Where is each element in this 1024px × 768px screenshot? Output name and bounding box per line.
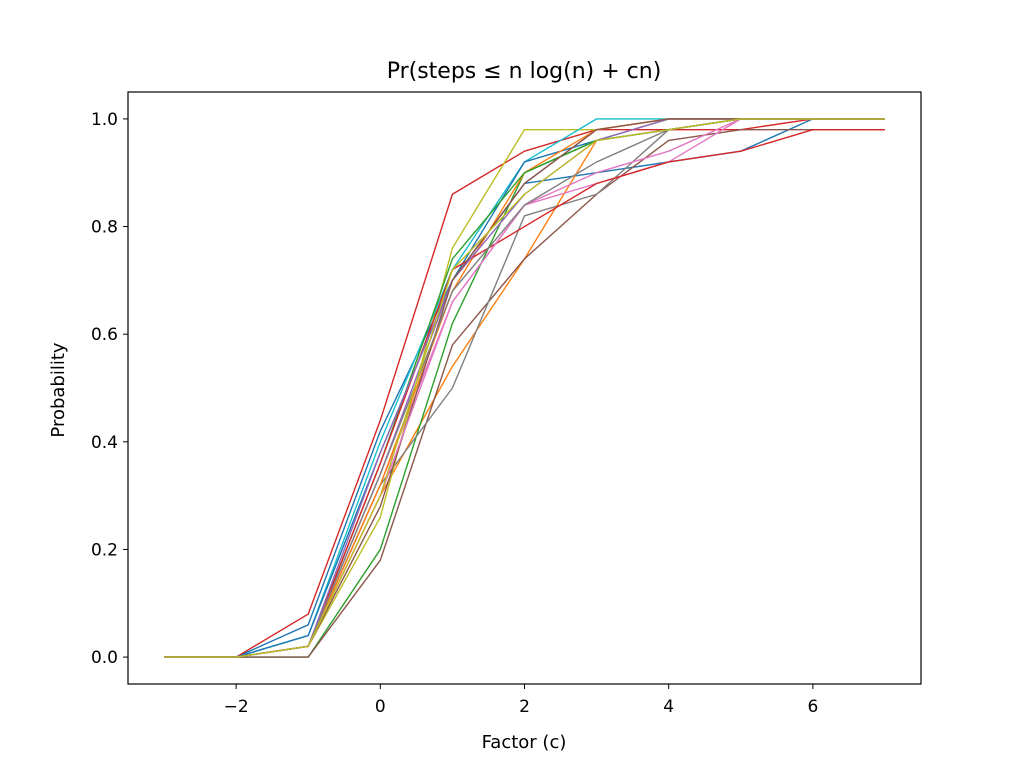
series-line-15 [164,118,885,658]
series-line-8 [164,118,885,658]
series-line-7 [164,118,885,658]
series-line-3 [164,118,885,658]
series-line-18 [164,118,885,658]
x-axis: −2 0 2 4 6 [224,684,818,717]
y-tick-label: 0.8 [91,218,118,238]
series-line-12 [164,118,885,658]
series-line-4 [164,118,885,658]
plot-frame [127,91,922,685]
x-tick-label: 6 [807,697,818,717]
y-axis-label: Probability [48,342,69,437]
series-line-17 [164,118,885,658]
series-line-13 [164,118,885,658]
x-tick-label: 4 [663,697,674,717]
series-line-1 [164,118,885,658]
series-line-2 [164,118,885,658]
series-line-9 [164,118,885,658]
x-tick-label: −2 [224,697,249,717]
series-line-14 [164,128,885,658]
y-tick-label: 0.0 [91,648,118,668]
x-tick-label: 0 [375,697,386,717]
series-line-19 [164,118,885,658]
series-line-10 [164,118,885,658]
y-tick-label: 0.6 [91,325,118,345]
series-line-6 [164,128,885,658]
series-line-11 [164,118,885,658]
series-line-5 [164,118,885,658]
x-tick-label: 2 [519,697,530,717]
y-tick-label: 0.4 [91,433,118,453]
y-tick-label: 1.0 [91,110,118,130]
y-tick-label: 0.2 [91,540,118,560]
series-line-16 [164,118,885,658]
series-group [164,118,885,658]
chart-title: Pr(steps ≤ n log(n) + cn) [387,59,662,84]
y-axis: 0.0 0.2 0.4 0.6 0.8 1.0 [91,110,128,668]
x-axis-label: Factor (c) [482,732,567,753]
